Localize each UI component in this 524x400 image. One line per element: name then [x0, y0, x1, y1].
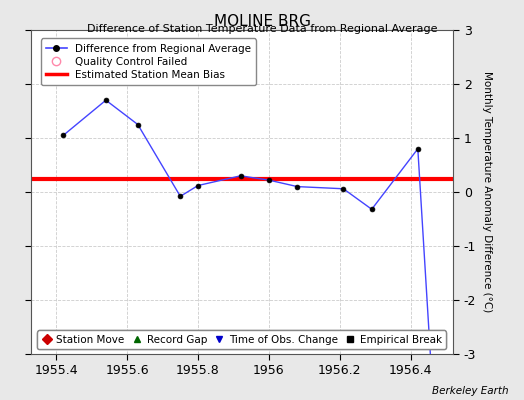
Text: Berkeley Earth: Berkeley Earth	[432, 386, 508, 396]
Text: MOLINE BRG: MOLINE BRG	[213, 14, 311, 29]
Y-axis label: Monthly Temperature Anomaly Difference (°C): Monthly Temperature Anomaly Difference (…	[482, 71, 492, 313]
Legend: Station Move, Record Gap, Time of Obs. Change, Empirical Break: Station Move, Record Gap, Time of Obs. C…	[37, 330, 446, 349]
Text: Difference of Station Temperature Data from Regional Average: Difference of Station Temperature Data f…	[87, 24, 437, 34]
